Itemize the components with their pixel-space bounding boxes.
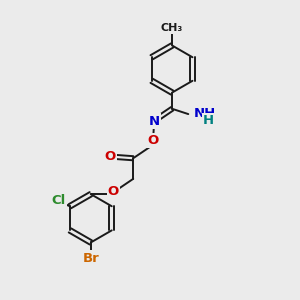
Text: CH₃: CH₃ bbox=[161, 23, 183, 33]
Text: NH: NH bbox=[193, 107, 215, 120]
Text: Cl: Cl bbox=[52, 194, 66, 207]
Text: O: O bbox=[148, 134, 159, 147]
Text: O: O bbox=[104, 150, 115, 163]
Text: N: N bbox=[148, 115, 159, 128]
Text: H: H bbox=[203, 114, 214, 127]
Text: Br: Br bbox=[82, 252, 99, 265]
Text: O: O bbox=[108, 185, 119, 198]
